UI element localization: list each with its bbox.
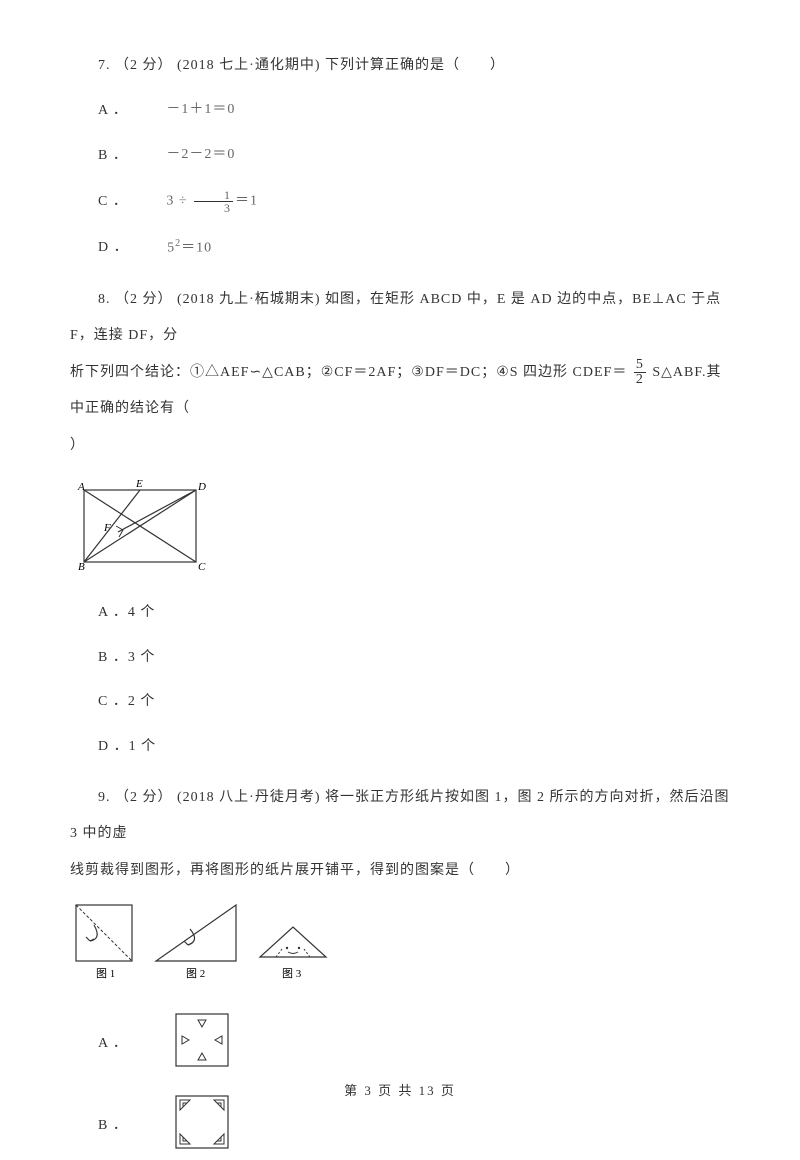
svg-text:A: A (77, 481, 85, 493)
pattern-a-icon (172, 1010, 232, 1070)
denominator: 3 (194, 202, 233, 214)
q9-a-figure (144, 1010, 232, 1078)
svg-text:C: C (198, 561, 206, 573)
svg-text:图 3: 图 3 (282, 967, 302, 980)
q8-stem-line1: 8. （2 分） (2018 九上·柘城期末) 如图，在矩形 ABCD 中，E … (70, 282, 730, 355)
q7-stem: 7. （2 分） (2018 七上·通化期中) 下列计算正确的是（ ） (70, 55, 730, 77)
fraction: 52 (634, 358, 646, 387)
q7-option-d: D ． 52＝10 (70, 236, 730, 260)
svg-text:B: B (78, 561, 85, 573)
q8-option-c: C ．2 个 (70, 691, 730, 713)
option-label: B ． (98, 148, 128, 163)
option-label: C ． (98, 194, 128, 209)
q8-option-d: D ．1 个 (70, 736, 730, 758)
q9-stem-line1: 9. （2 分） (2018 八上·丹徒月考) 将一张正方形纸片按如图 1，图 … (70, 780, 730, 853)
q8-option-a: A ．4 个 (70, 602, 730, 624)
option-label: A ． (98, 1036, 128, 1051)
q7-option-b: B ． －2－2＝0 (70, 144, 730, 167)
q8-option-b: B ．3 个 (70, 647, 730, 669)
denominator: 2 (634, 373, 646, 387)
q7-c-expr: 3 ÷ 13＝1 (138, 189, 258, 214)
q8-figure: A E D B C F (70, 476, 730, 584)
option-label: D ． (98, 240, 129, 255)
math-text: 3 ÷ (166, 194, 192, 209)
q9-b-figure (144, 1092, 232, 1160)
q8-stem-line3: ） (70, 428, 730, 464)
q7-option-c: C ． 3 ÷ 13＝1 (70, 189, 730, 214)
option-label: B ． (98, 1118, 128, 1133)
svg-text:E: E (135, 478, 143, 490)
fraction: 13 (194, 189, 233, 214)
q9-stem-line2: 线剪裁得到图形，再将图形的纸片展开铺平，得到的图案是（ ） (70, 853, 730, 889)
svg-text:D: D (197, 481, 206, 493)
q9-option-a: A ． (70, 1010, 730, 1078)
page-footer: 第 3 页 共 13 页 (0, 1081, 800, 1102)
q8-stem-line2: 析下列四个结论：①△AEF∽△CAB；②CF＝2AF；③DF＝DC；④S 四边形… (70, 355, 730, 428)
option-label: A ． (98, 103, 128, 118)
svg-text:图 2: 图 2 (186, 967, 205, 980)
svg-text:图 1: 图 1 (96, 967, 115, 980)
numerator: 5 (634, 358, 646, 373)
math-text: ＝10 (181, 241, 212, 256)
q8-text-a: 析下列四个结论：①△AEF∽△CAB；②CF＝2AF；③DF＝DC；④S 四边形… (70, 365, 632, 380)
math-text: ＝1 (235, 194, 258, 209)
q7-b-expr: －2－2＝0 (138, 144, 235, 166)
q7-d-expr: 52＝10 (139, 236, 212, 260)
rectangle-diagram-icon: A E D B C F (70, 476, 210, 576)
paper-fold-icon: 图 1 图 2 图 3 (70, 901, 340, 981)
q9-fold-figures: 图 1 图 2 图 3 (70, 901, 730, 989)
q7-a-expr: －1＋1＝0 (138, 99, 235, 121)
svg-text:F: F (103, 522, 111, 534)
q7-option-a: A ． －1＋1＝0 (70, 99, 730, 122)
q9-option-b: B ． (70, 1092, 730, 1160)
math-base: 5 (167, 241, 175, 256)
